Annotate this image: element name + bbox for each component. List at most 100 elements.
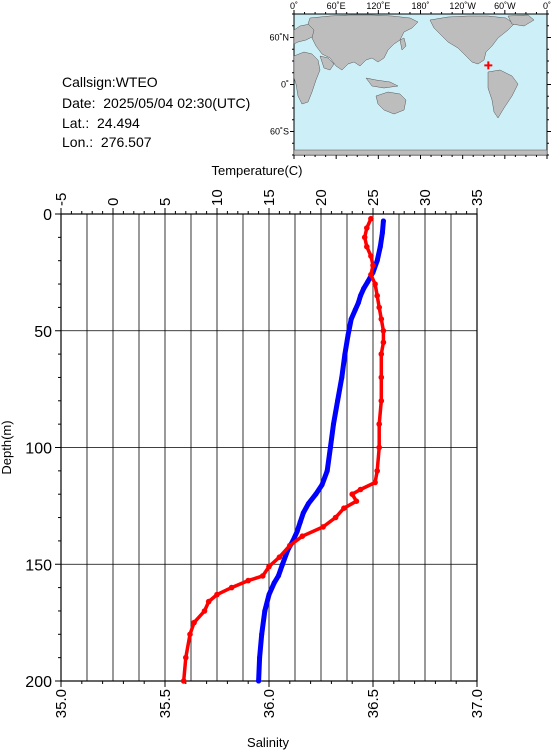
salinity-data-point (349, 491, 356, 498)
depth-axis-label: Depth(m) (0, 420, 14, 474)
temperature-data-point (294, 529, 300, 535)
temperature-data-point (348, 316, 354, 322)
salinity-data-point (187, 631, 193, 638)
temperature-data-point (257, 655, 263, 661)
salinity-data-point (191, 619, 197, 626)
temperature-data-point (345, 332, 351, 338)
salinity-data-point (368, 253, 374, 259)
temperature-tick-label: 20 (313, 189, 330, 206)
land-arabia (319, 55, 335, 71)
salinity-tick-label: 36.0 (261, 689, 278, 718)
salinity-data-point (378, 316, 385, 322)
temperature-tick-label: 5 (157, 198, 174, 206)
salinity-axis-label: Salinity (247, 735, 289, 750)
temperature-data-point (327, 445, 333, 450)
longitude-label: Lon.: 276.507 (62, 134, 152, 150)
temperature-data-point (339, 374, 345, 380)
depth-tick-label: 50 (34, 324, 52, 341)
depth-tick-label: 0 (43, 207, 52, 224)
temperature-data-point (280, 561, 285, 567)
date-label: Date: 2025/05/04 02:30(UTC) (62, 95, 251, 111)
salinity-data-point (368, 215, 374, 222)
map-lat-tick-label: 60˚N (269, 33, 289, 43)
land-japan (399, 37, 407, 51)
temperature-data-point (380, 218, 386, 224)
map-land (293, 14, 548, 156)
depth-tick-label: 100 (25, 441, 52, 458)
salinity-tick-label: 37.0 (469, 689, 486, 718)
salinity-data-point (266, 563, 272, 570)
temperature-data-point (379, 230, 385, 236)
salinity-data-point (378, 374, 385, 381)
temperature-data-point (331, 421, 336, 427)
salinity-data-point (332, 514, 339, 521)
depth-tick-label: 150 (25, 557, 52, 574)
map-lon-tick-label: 60˚E (327, 1, 346, 11)
salinity-data-point (372, 479, 378, 486)
map-lon-tick-label: 120˚W (449, 1, 476, 11)
temperature-tick-label: -5 (53, 193, 70, 206)
temperature-data-point (377, 244, 383, 250)
land-greenland (507, 14, 535, 27)
salinity-data-point (378, 351, 385, 357)
land-indonesia (365, 77, 399, 89)
temperature-data-point (313, 491, 319, 497)
land-australia (375, 91, 407, 115)
salinity-data-point (364, 243, 370, 250)
salinity-data-point (376, 421, 383, 427)
temperature-data-point (358, 293, 363, 299)
salinity-data-point (380, 328, 387, 334)
temperature-data-point (361, 286, 367, 292)
salinity-data-point (364, 225, 370, 231)
temperature-data-point (319, 482, 325, 488)
map-lon-tick-label: 0˚ (543, 1, 551, 11)
map-lon-tick-label: 0˚ (290, 1, 298, 11)
salinity-data-point (183, 654, 189, 661)
temperature-data-point (352, 307, 358, 313)
salinity-data-point (341, 505, 347, 512)
salinity-data-point (376, 304, 383, 311)
world-map: 0˚ 60˚E 120˚E 180˚ 120˚W 60˚W 0˚ 60˚N 0˚ 60˚S (269, 1, 551, 159)
salinity-data-point (320, 524, 326, 530)
temperature-data-point (355, 300, 361, 306)
temperature-data-point (256, 678, 262, 684)
salinity-data-point (370, 262, 376, 269)
salinity-data-point (353, 498, 360, 505)
salinity-data-point (260, 573, 266, 579)
temperature-data-point (365, 279, 371, 285)
salinity-data-point (245, 577, 251, 584)
temperature-data-point (374, 258, 380, 264)
temperature-data-point (271, 580, 277, 586)
map-lon-tick-label: 120˚E (366, 1, 390, 11)
depth-tick-label: 200 (25, 674, 52, 691)
temperature-data-point (266, 592, 272, 598)
salinity-data-point (361, 234, 368, 241)
salinity-data-point (214, 591, 220, 598)
map-lat-tick-label: 60˚S (270, 127, 289, 137)
temperature-profile-line (256, 218, 386, 684)
map-lon-tick-label: 60˚W (494, 1, 516, 11)
temperature-data-point (300, 510, 306, 516)
temperature-data-point (259, 631, 265, 637)
salinity-data-point (228, 584, 235, 591)
salinity-data-point (357, 486, 364, 493)
temperature-data-point (342, 351, 348, 357)
salinity-data-point (201, 608, 208, 614)
salinity-data-point (180, 678, 187, 684)
temperature-data-point (306, 501, 311, 506)
latitude-label: Lat.: 24.494 (62, 115, 140, 131)
salinity-data-point (374, 292, 381, 299)
temperature-tick-label: 10 (209, 189, 226, 206)
station-marker (484, 61, 493, 70)
salinity-data-point (368, 271, 374, 278)
salinity-data-point (374, 468, 381, 474)
land-antarctica (293, 149, 548, 156)
temperature-tick-label: 0 (105, 198, 122, 206)
temperature-tick-label: 25 (365, 189, 382, 206)
salinity-profile-line (181, 216, 386, 683)
salinity-data-point (378, 398, 385, 404)
temperature-axis-label: Temperature(C) (211, 163, 302, 178)
salinity-data-point (376, 444, 383, 451)
land-south-america (487, 69, 519, 119)
